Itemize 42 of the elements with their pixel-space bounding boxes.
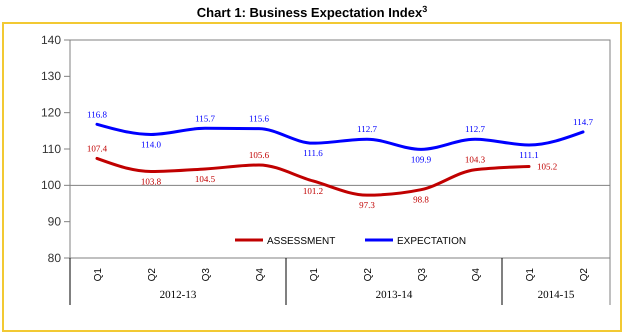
y-tick-label: 90	[48, 214, 62, 229]
y-tick-label: 110	[42, 142, 62, 156]
y-tick-label: 100	[40, 178, 62, 192]
data-label: 101.2	[302, 186, 324, 196]
data-label: 111.1	[519, 150, 539, 160]
text: 2012-13	[160, 289, 197, 301]
data-label: 104.3	[464, 154, 486, 165]
chart-title: Chart 1: Business Expectation Index$^{3}$	[196, 4, 428, 20]
data-label: 104.5	[194, 174, 216, 184]
data-label: 98.8	[413, 194, 430, 205]
legend-label: EXPECTATION	[397, 236, 466, 247]
data-label: 97.3	[359, 200, 376, 210]
y-tick-label: 120	[40, 106, 62, 120]
data-label: 109.9	[410, 154, 432, 164]
x-tick-label: Q3	[417, 268, 428, 282]
x-tick-label: Q2	[147, 268, 158, 282]
y-tick-label: 130	[40, 69, 62, 84]
x-tick-label: Q1	[93, 268, 104, 282]
x-tick-label: Q4	[255, 268, 266, 282]
x-tick-label: Q2	[579, 268, 590, 282]
data-label: 116.8	[87, 109, 108, 120]
data-label: 115.7	[195, 113, 216, 124]
x-tick-label: Q3	[201, 268, 212, 282]
text: 2014-15	[538, 289, 575, 301]
data-label: 107.4	[86, 143, 108, 154]
data-label: 105.6	[248, 150, 270, 160]
x-tick-label: Q2	[363, 268, 374, 282]
data-label: 103.8	[140, 176, 162, 187]
data-label: 114.0	[141, 139, 162, 150]
data-label: 105.2	[537, 161, 558, 172]
data-label: 112.7	[357, 124, 378, 134]
x-tick-label: Q4	[471, 268, 482, 282]
legend-label: ASSESSMENT	[267, 236, 336, 247]
x-tick-label: Q1	[525, 268, 536, 282]
x-tick-label: Q1	[309, 268, 320, 282]
y-tick-label: 80	[48, 250, 62, 265]
data-label: 112.7	[465, 124, 486, 134]
data-label: 115.6	[249, 114, 270, 124]
data-label: 114.7	[573, 116, 594, 127]
text: 2013-14	[376, 289, 413, 301]
data-label: 111.6	[303, 148, 324, 158]
y-tick-label: 140	[40, 32, 62, 47]
